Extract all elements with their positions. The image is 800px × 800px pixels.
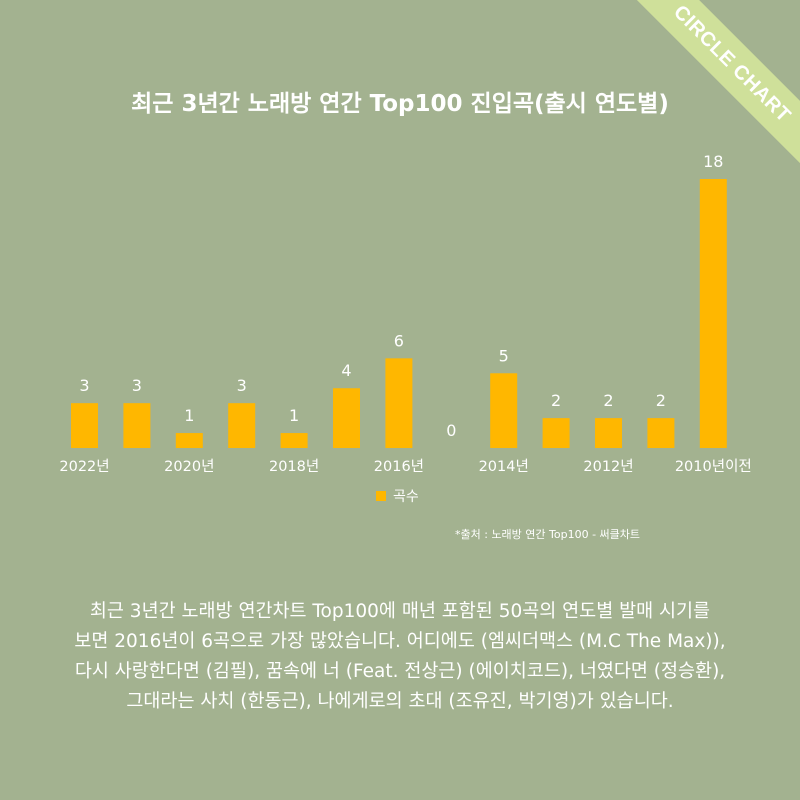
tick-label-5: 2018년 — [269, 458, 319, 475]
bar-9 — [490, 373, 518, 448]
value-label-6: 4 — [341, 361, 351, 380]
tick-label-3: 2020년 — [164, 458, 214, 475]
value-label-1: 3 — [79, 376, 89, 395]
bar-13 — [699, 179, 727, 448]
description-text: 최근 3년간 노래방 연간차트 Top100에 매년 포함된 50곡의 연도별 … — [20, 597, 780, 717]
value-label-7: 6 — [394, 331, 404, 350]
bar-11 — [595, 418, 622, 448]
tick-label-11: 2012년 — [583, 458, 633, 475]
value-label-3: 1 — [184, 406, 194, 425]
value-label-8: 0 — [446, 421, 456, 440]
value-label-13: 18 — [703, 152, 723, 171]
tick-label-13: 2010년이전 — [675, 458, 752, 475]
bar-12 — [647, 418, 675, 448]
value-label-12: 2 — [656, 391, 666, 410]
legend-label-goksu: 곡수 — [393, 489, 419, 505]
bar-7 — [385, 358, 413, 448]
bar-5 — [280, 433, 308, 448]
source-note: *출처 : 노래방 연간 Top100 - 써클차트 — [455, 528, 641, 541]
description-line-3: 다시 사랑한다면 (김필), 꿈속에 너 (Feat. 전상근) (에이치코드)… — [74, 661, 726, 682]
value-label-5: 1 — [289, 406, 299, 425]
value-label-10: 2 — [551, 391, 561, 410]
legend: 곡수 — [376, 489, 419, 505]
value-label-2: 3 — [132, 376, 142, 395]
legend-swatch — [376, 491, 386, 501]
tick-labels-group: 2022년 2020년 2018년 2016년 2014년 2012년 2010년이전 — [59, 458, 751, 475]
bar-1 — [71, 403, 98, 448]
value-labels-group: 3 3 1 3 1 4 6 0 5 2 2 2 18 — [79, 152, 723, 440]
tick-label-1: 2022년 — [59, 458, 109, 475]
bar-4 — [228, 403, 256, 448]
value-label-9: 5 — [499, 346, 509, 365]
tick-label-9: 2014년 — [479, 458, 529, 475]
bar-2 — [123, 403, 151, 448]
description-line-4: 그대라는 사치 (한동근), 나에게로의 초대 (조유진, 박기영)가 있습니다… — [126, 691, 674, 712]
description-line-1: 최근 3년간 노래방 연간차트 Top100에 매년 포함된 50곡의 연도별 … — [89, 601, 711, 622]
bar-3 — [175, 433, 203, 448]
tick-label-7: 2016년 — [374, 458, 424, 475]
value-label-11: 2 — [603, 391, 613, 410]
bar-10 — [542, 418, 570, 448]
value-label-4: 3 — [237, 376, 247, 395]
description-line-2: 보면 2016년이 6곡으로 가장 많았습니다. 어디에도 (엠씨더맥스 (M.… — [74, 631, 726, 652]
bars-group — [71, 179, 727, 448]
bar-6 — [333, 388, 360, 448]
chart-title: 최근 3년간 노래방 연간 Top100 진입곡(출시 연도별) — [131, 91, 669, 117]
